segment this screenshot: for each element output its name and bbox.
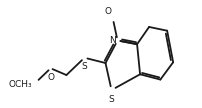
Text: S: S — [82, 62, 87, 71]
Text: S: S — [109, 95, 114, 104]
Text: N: N — [109, 36, 116, 45]
Text: O: O — [104, 7, 112, 16]
Text: O: O — [47, 73, 54, 82]
Text: OCH₃: OCH₃ — [8, 80, 32, 89]
